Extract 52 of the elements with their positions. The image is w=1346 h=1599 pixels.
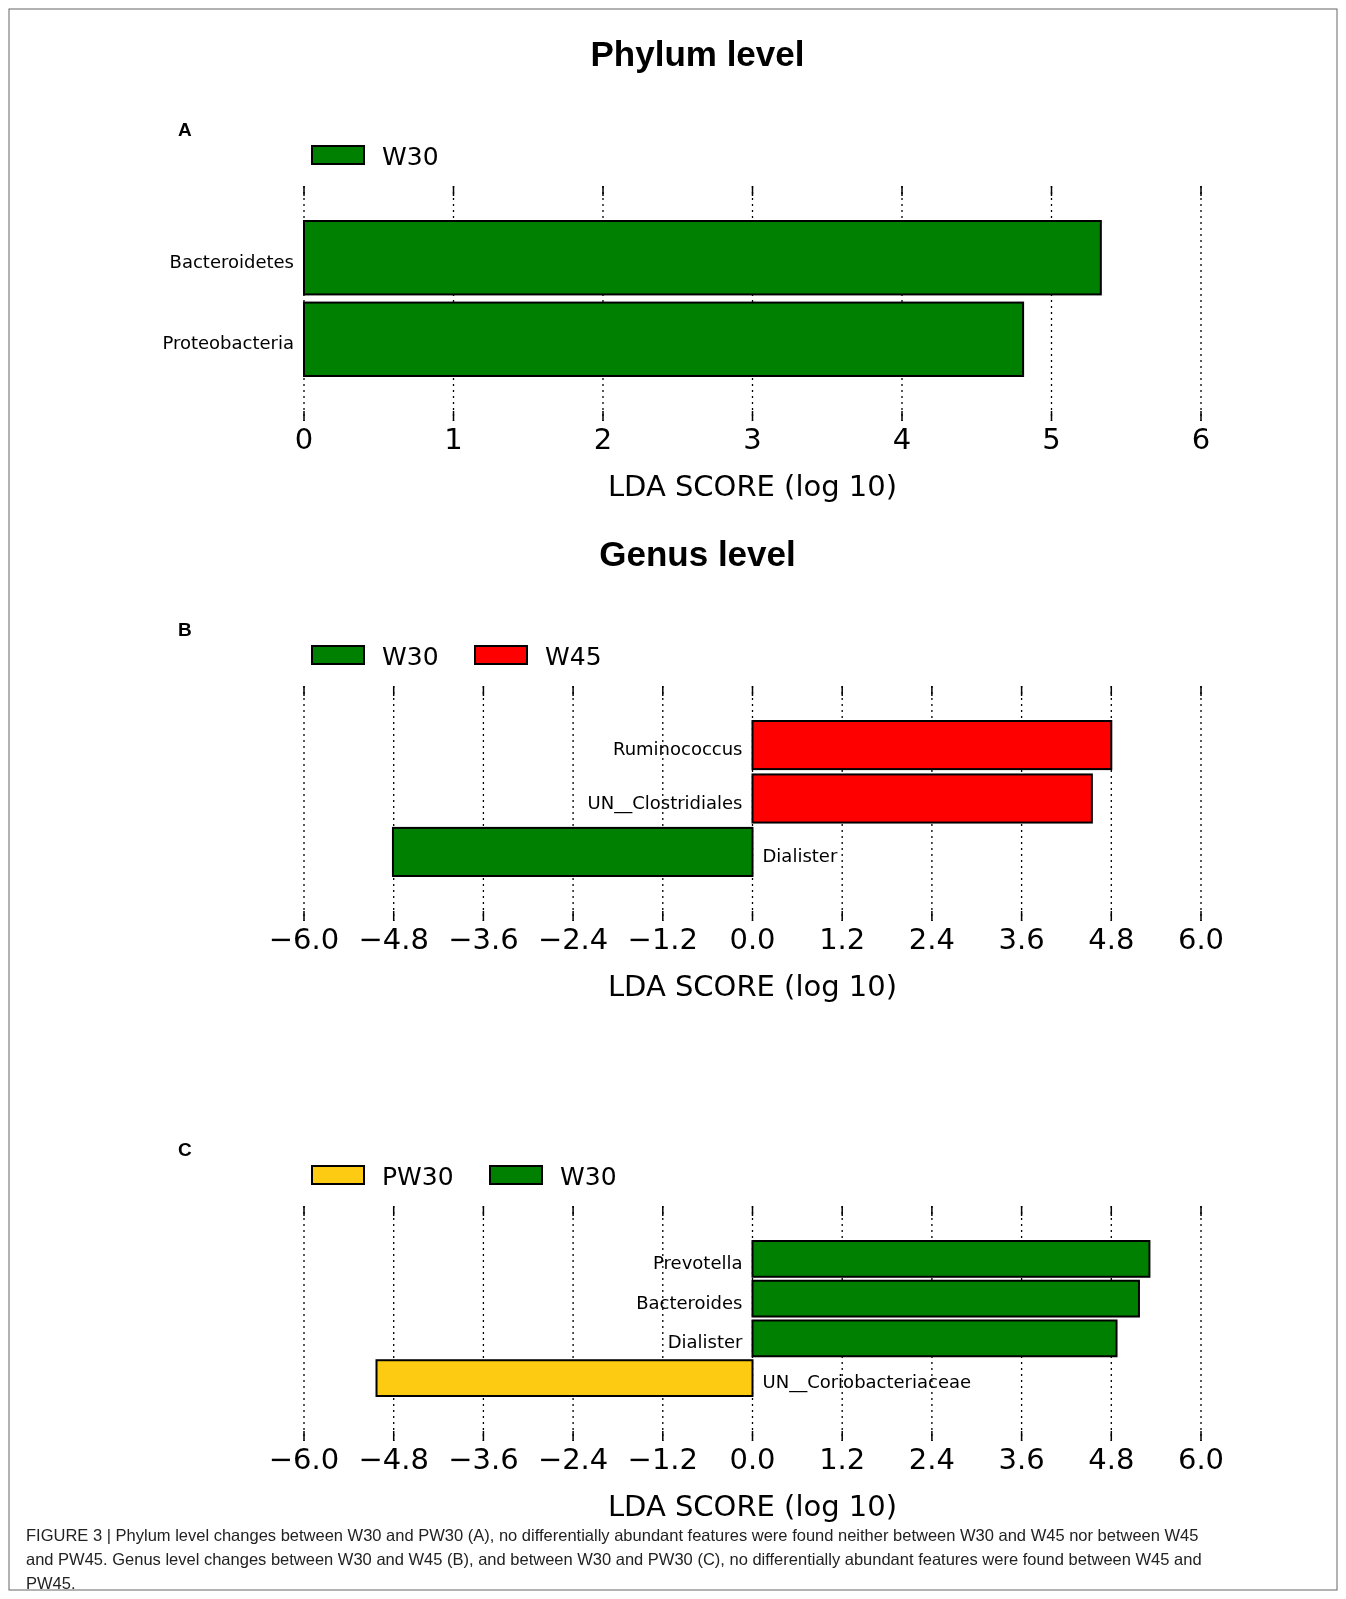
x-tick-label: 4.8 [1088, 922, 1135, 956]
legend-label: W30 [382, 642, 439, 671]
x-tick-label: 6.0 [1177, 922, 1225, 956]
y-tick-label: Dialister [762, 844, 838, 866]
x-tick-label: 4 [892, 422, 912, 456]
legend-label: W30 [560, 1162, 617, 1191]
x-tick-label: 1 [444, 422, 463, 456]
y-tick-label: Dialister [667, 1331, 744, 1353]
x-tick-label: −3.6 [448, 922, 519, 956]
x-tick-label: −6.0 [268, 922, 340, 956]
text: A [178, 119, 192, 140]
x-axis-title: LDA SCORE (log 10) [607, 469, 898, 503]
y-tick-label: Bacteroides [636, 1291, 743, 1313]
chart-title: Genus level [599, 534, 796, 573]
x-tick-label: 0 [294, 422, 314, 456]
x-tick-label: 0.0 [729, 1442, 776, 1476]
x-tick-label: 2.4 [908, 922, 955, 956]
caption: FIGURE 3 | Phylum level changes between W30 and PW30 (A), no differentially abundant features were found neither between W30 and W45 nor between W45 and PW45. Genus level changes between W30 and W45 (B), and between W30 and PW30 (C), no differentially abundant features were found between W45 and PW45. [26, 1526, 1202, 1592]
x-tick-label: 0.0 [729, 922, 776, 956]
x-tick-label: 2.4 [908, 1442, 955, 1476]
y-tick-label: Prevotella [653, 1251, 743, 1273]
x-tick-label: 3.6 [998, 1442, 1045, 1476]
x-axis-title: LDA SCORE (log 10) [607, 1489, 898, 1523]
legend-label: W30 [382, 142, 439, 171]
y-tick-label: UN__Coriobacteriaceae [762, 1371, 972, 1394]
text: B [178, 619, 192, 640]
x-tick-label: −1.2 [627, 922, 699, 956]
x-tick-label: 3 [743, 422, 762, 456]
x-tick-label: −4.8 [358, 1442, 429, 1476]
text: C [178, 1139, 192, 1160]
x-tick-label: 3.6 [998, 922, 1045, 956]
x-tick-label: 2 [593, 422, 613, 456]
y-tick-label: Proteobacteria [162, 332, 294, 354]
x-tick-label: −6.0 [268, 1442, 340, 1476]
y-tick-label: UN__Clostridiales [587, 791, 743, 814]
legend-label: PW30 [382, 1162, 454, 1191]
y-tick-label: Ruminococcus [612, 738, 743, 760]
x-tick-label: −3.6 [448, 1442, 519, 1476]
x-tick-label: 1.2 [819, 1442, 866, 1476]
x-axis-title: LDA SCORE (log 10) [607, 969, 898, 1003]
x-tick-label: 5 [1042, 422, 1061, 456]
y-tick-label: Bacteroidetes [169, 250, 294, 272]
chart-title: Phylum level [590, 34, 805, 73]
x-tick-label: −4.8 [358, 922, 429, 956]
x-tick-label: 4.8 [1088, 1442, 1135, 1476]
x-tick-label: −2.4 [537, 1442, 609, 1476]
x-tick-label: 6 [1191, 422, 1211, 456]
x-tick-label: 6.0 [1177, 1442, 1225, 1476]
x-tick-label: 1.2 [819, 922, 866, 956]
x-tick-label: −1.2 [627, 1442, 699, 1476]
legend-label: W45 [545, 642, 602, 671]
x-tick-label: −2.4 [537, 922, 609, 956]
